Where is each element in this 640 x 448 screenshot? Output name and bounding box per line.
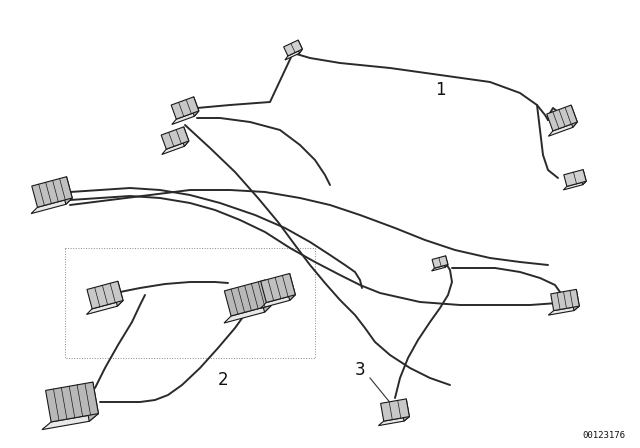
Polygon shape xyxy=(31,198,72,214)
Polygon shape xyxy=(401,399,410,421)
Polygon shape xyxy=(260,273,295,302)
Polygon shape xyxy=(443,256,448,267)
Polygon shape xyxy=(258,280,271,312)
Polygon shape xyxy=(260,295,295,308)
Polygon shape xyxy=(32,177,72,207)
Text: 2: 2 xyxy=(218,371,228,389)
Polygon shape xyxy=(161,127,189,149)
Text: 1: 1 xyxy=(435,81,445,99)
Polygon shape xyxy=(295,40,302,53)
Polygon shape xyxy=(284,273,295,301)
Text: 00123176: 00123176 xyxy=(582,431,625,440)
Polygon shape xyxy=(87,281,123,309)
Polygon shape xyxy=(172,111,199,125)
Polygon shape xyxy=(563,181,586,190)
Polygon shape xyxy=(564,170,586,186)
Polygon shape xyxy=(547,105,577,131)
Polygon shape xyxy=(42,414,99,430)
Polygon shape xyxy=(571,289,579,310)
Polygon shape xyxy=(431,264,448,271)
Polygon shape xyxy=(381,399,410,421)
Polygon shape xyxy=(189,97,199,116)
Bar xyxy=(65,248,315,358)
Polygon shape xyxy=(224,305,271,323)
Polygon shape xyxy=(284,40,302,56)
Polygon shape xyxy=(162,141,189,155)
Polygon shape xyxy=(171,97,199,119)
Polygon shape xyxy=(551,289,579,310)
Polygon shape xyxy=(378,417,410,426)
Polygon shape xyxy=(60,177,72,204)
Polygon shape xyxy=(112,281,123,306)
Polygon shape xyxy=(225,280,271,316)
Polygon shape xyxy=(548,122,577,136)
Polygon shape xyxy=(45,382,99,422)
Polygon shape xyxy=(285,49,302,60)
Polygon shape xyxy=(548,306,579,315)
Polygon shape xyxy=(580,170,586,185)
Polygon shape xyxy=(179,127,189,146)
Polygon shape xyxy=(86,301,123,314)
Polygon shape xyxy=(432,256,448,268)
Polygon shape xyxy=(84,382,99,421)
Text: 3: 3 xyxy=(355,361,365,379)
Polygon shape xyxy=(566,105,577,127)
